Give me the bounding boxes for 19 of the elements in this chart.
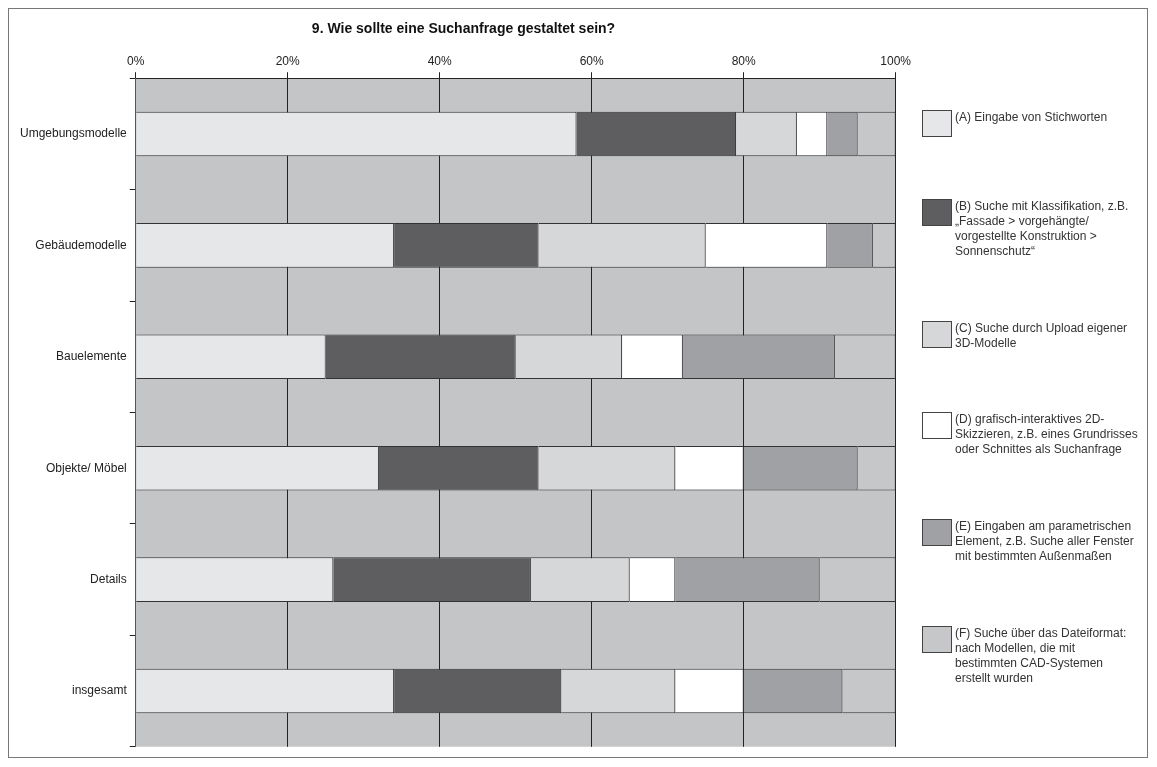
legend-label: (B) Suche mit Klassifikation, z.B. „Fassade > vorgehängte/ vorgestellte Konstruktion > Sonnenschutz“ <box>955 198 1130 259</box>
text: (F) Suche über das Dateiformat: nach Modellen, die mit bestimmten CAD-Systemen erstellt wurden <box>955 626 1128 687</box>
x-tick-label: 0% <box>127 54 145 69</box>
x-tick-label: 20% <box>275 54 301 69</box>
y-tick-label: Umgebungsmodelle <box>19 126 128 141</box>
legend-label: (D) grafisch-interaktives 2D-Skizzieren, z.B. eines Grundrisses oder Schnittes als Suchanfrage <box>955 412 1139 458</box>
y-tick-label: Gebäudemodelle <box>35 237 128 252</box>
legend-label: (A) Eingabe von Stichworten <box>955 109 1108 125</box>
x-tick-label: 40% <box>427 54 453 69</box>
y-tick-label: Objekte/ Möbel <box>46 460 127 475</box>
y-tick-label: insgesamt <box>72 683 128 698</box>
x-tick-label: 100% <box>880 54 912 69</box>
chart-title: 9. Wie sollte eine Suchanfrage gestaltet sein? <box>311 20 616 37</box>
x-tick-label: 80% <box>731 54 756 69</box>
legend-label: (E) Eingaben am parametrischen Element, z.B. Suche aller Fenster mit bestimmten Außenmaßen <box>955 519 1135 565</box>
y-tick-label: Details <box>90 571 127 586</box>
x-tick-label: 60% <box>579 54 605 69</box>
y-tick-label: Bauelemente <box>56 349 128 364</box>
legend-label: (C) Suche durch Upload eigener 3D-Modelle <box>955 320 1129 351</box>
